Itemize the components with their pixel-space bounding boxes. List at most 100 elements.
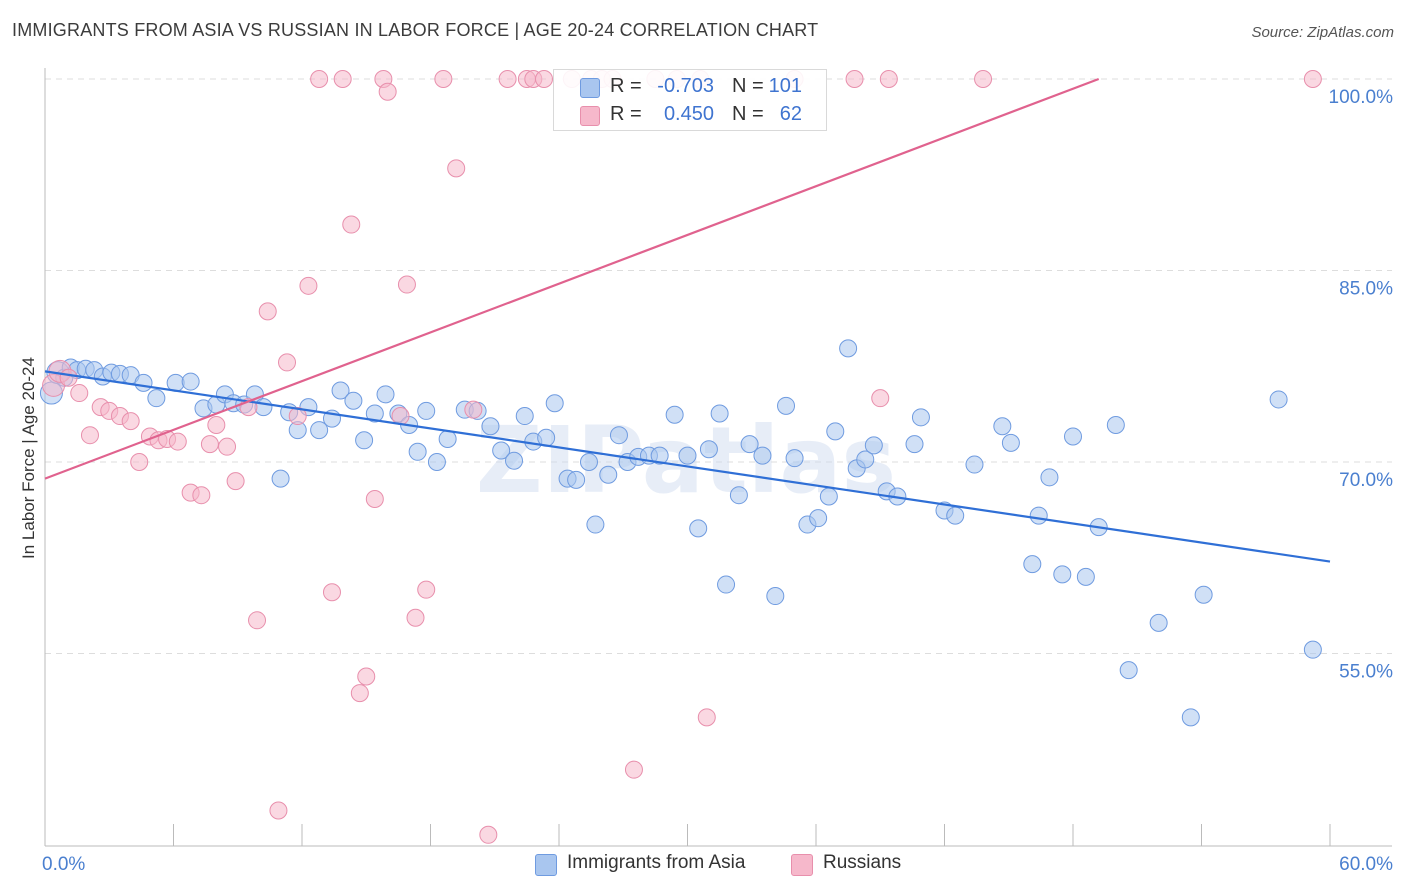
- data-point-asia: [965, 455, 984, 474]
- data-point-asia: [1001, 433, 1020, 452]
- data-point-asia: [1040, 468, 1059, 487]
- data-point-russians: [299, 276, 318, 295]
- data-point-russians: [378, 82, 397, 101]
- data-point-asia: [505, 451, 524, 470]
- data-point-asia: [689, 519, 708, 538]
- data-point-russians: [288, 407, 307, 426]
- y-tick-label: 85.0%: [1339, 279, 1393, 300]
- data-point-russians: [406, 608, 425, 627]
- data-point-asia: [710, 404, 729, 423]
- data-point-russians: [80, 426, 99, 445]
- source-label: Source: ZipAtlas.com: [1251, 24, 1394, 41]
- data-point-asia: [946, 506, 965, 525]
- data-point-asia: [271, 469, 290, 488]
- data-point-russians: [974, 70, 993, 88]
- data-point-asia: [678, 446, 697, 465]
- trend-line-asia: [44, 370, 1331, 563]
- data-point-russians: [121, 412, 140, 431]
- data-point-russians: [498, 70, 517, 88]
- data-point-russians: [322, 583, 341, 602]
- data-point-russians: [1303, 70, 1322, 88]
- legend-swatch-russians: [580, 106, 600, 126]
- data-point-russians: [310, 70, 329, 88]
- data-point-russians: [871, 389, 890, 408]
- data-point-russians: [350, 684, 369, 703]
- data-point-russians: [434, 70, 453, 88]
- stats-legend-row-russians: R = 0.450 N = 62: [554, 101, 826, 129]
- data-point-asia: [408, 442, 427, 461]
- series-legend: Immigrants from Asia Russians: [0, 852, 1406, 878]
- legend-label-asia: Immigrants from Asia: [567, 852, 746, 873]
- data-point-asia: [134, 373, 153, 392]
- data-point-asia: [905, 435, 924, 454]
- data-point-russians: [192, 486, 211, 505]
- data-point-asia: [427, 453, 446, 471]
- data-point-russians: [59, 368, 78, 387]
- data-point-russians: [697, 708, 716, 727]
- data-point-asia: [609, 426, 628, 445]
- data-point-russians: [258, 302, 277, 321]
- data-point-asia: [740, 435, 759, 454]
- data-point-russians: [278, 353, 297, 372]
- x-tick-label: 0.0%: [42, 854, 85, 875]
- data-point-asia: [826, 422, 845, 441]
- data-point-asia: [545, 394, 564, 413]
- data-point-russians: [879, 70, 898, 88]
- data-point-asia: [665, 405, 684, 424]
- y-axis-label: In Labor Force | Age 20-24: [19, 357, 38, 559]
- trend-layer: [44, 77, 1331, 563]
- data-point-asia: [417, 401, 436, 420]
- data-point-russians: [333, 70, 352, 88]
- stats-legend: R = -0.703 N = 101 R = 0.450 N = 62: [553, 69, 827, 131]
- data-point-asia: [766, 587, 785, 606]
- data-point-russians: [365, 490, 384, 509]
- data-point-asia: [579, 453, 598, 471]
- chart-title: IMMIGRANTS FROM ASIA VS RUSSIAN IN LABOR…: [12, 20, 819, 40]
- data-point-russians: [417, 580, 436, 599]
- data-point-asia: [1194, 585, 1213, 604]
- legend-swatch-asia: [535, 854, 557, 876]
- data-point-asia: [864, 436, 883, 455]
- stats-legend-row-asia: R = -0.703 N = 101: [554, 73, 826, 101]
- data-point-asia: [181, 372, 200, 391]
- y-tick-label: 70.0%: [1339, 470, 1393, 491]
- data-point-asia: [1106, 415, 1125, 434]
- data-point-asia: [1064, 427, 1082, 446]
- data-point-asia: [911, 408, 930, 427]
- data-point-russians: [218, 437, 237, 456]
- data-point-asia: [331, 381, 350, 400]
- data-point-russians: [447, 159, 466, 178]
- data-point-asia: [1076, 567, 1095, 586]
- data-point-asia: [438, 430, 457, 449]
- data-point-russians: [624, 760, 643, 779]
- r-value: -0.703: [657, 75, 714, 97]
- n-label: N =: [732, 103, 764, 125]
- data-point-asia: [586, 515, 605, 534]
- data-point-asia: [492, 441, 511, 460]
- data-point-asia: [344, 391, 363, 410]
- axis-layer: [44, 68, 1392, 847]
- data-point-asia: [1269, 390, 1288, 409]
- y-tick-label: 100.0%: [1329, 87, 1394, 108]
- data-point-asia: [753, 446, 772, 465]
- data-point-russians: [479, 825, 498, 844]
- data-point-asia: [1181, 708, 1200, 727]
- data-point-asia: [777, 396, 796, 415]
- data-point-asia: [1149, 613, 1168, 632]
- r-label: R =: [610, 75, 642, 97]
- data-point-asia: [1119, 661, 1138, 680]
- data-point-asia: [650, 446, 669, 465]
- data-point-asia: [785, 449, 804, 468]
- data-point-asia: [147, 389, 166, 408]
- data-point-russians: [269, 801, 288, 820]
- data-point-russians: [535, 70, 554, 88]
- points-layer: [39, 70, 1322, 844]
- data-point-russians: [397, 275, 416, 294]
- data-point-asia: [1303, 640, 1322, 659]
- data-point-russians: [207, 415, 226, 434]
- data-point-asia: [1023, 555, 1042, 574]
- grid-layer: [45, 78, 1392, 654]
- data-point-russians: [391, 407, 410, 426]
- data-point-asia: [839, 339, 858, 358]
- data-point-russians: [248, 611, 267, 630]
